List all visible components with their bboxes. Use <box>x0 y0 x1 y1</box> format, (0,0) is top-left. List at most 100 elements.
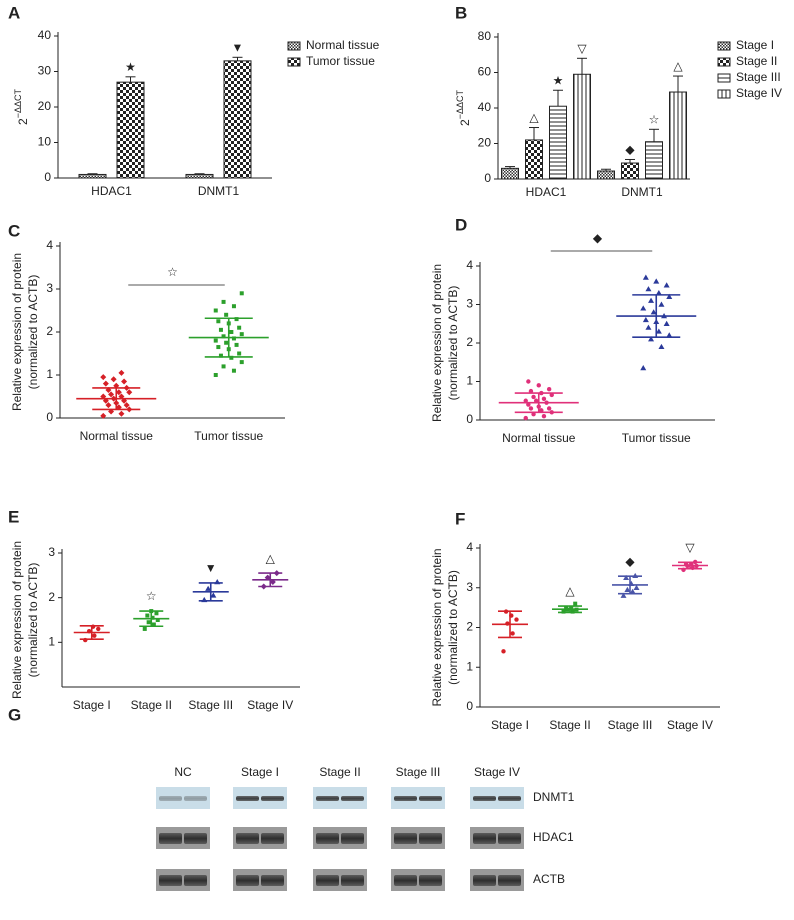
data-point <box>528 406 534 411</box>
blot-strip <box>470 787 524 809</box>
blot-column-label: Stage II <box>319 765 360 779</box>
y-tick-label: 1 <box>48 635 55 649</box>
y-tick-label: 80 <box>478 29 492 43</box>
data-point <box>154 611 159 616</box>
data-point <box>629 588 636 594</box>
y-tick-label: 1 <box>466 659 473 673</box>
blot-band <box>498 833 521 844</box>
data-point <box>541 396 547 402</box>
data-point <box>514 617 519 622</box>
data-point <box>229 355 234 360</box>
legend-swatch <box>717 57 731 67</box>
data-point <box>528 388 534 394</box>
blot-band <box>184 875 207 886</box>
data-point <box>100 412 107 419</box>
legend-swatch <box>287 57 301 67</box>
data-point <box>92 633 97 638</box>
panel-label: A <box>8 3 20 22</box>
significance-marker: ☆ <box>649 112 660 126</box>
blot-band <box>419 833 442 844</box>
x-tick-label: Stage I <box>491 718 529 732</box>
data-point <box>205 585 212 591</box>
data-point <box>620 592 627 598</box>
y-axis-label: Relative expression of protein <box>430 548 444 706</box>
blot-band <box>159 875 182 886</box>
blot-strip <box>391 787 445 809</box>
y-tick-label: 1 <box>466 374 473 388</box>
data-point <box>118 410 125 417</box>
legend-swatch <box>287 41 301 51</box>
data-point <box>221 364 226 369</box>
x-tick-label: Tumor tissue <box>622 431 691 445</box>
blot-band <box>316 833 339 844</box>
data-point <box>648 336 655 342</box>
data-point <box>658 301 665 307</box>
significance-marker: ☆ <box>167 265 178 279</box>
blot-band <box>473 796 496 801</box>
y-tick-label: 0 <box>44 170 51 184</box>
data-point <box>624 586 631 592</box>
data-point <box>642 274 649 280</box>
data-point <box>640 305 647 311</box>
blot-band <box>341 875 364 886</box>
blot-band <box>341 833 364 844</box>
panel-label: B <box>455 3 467 22</box>
significance-marker: ☆ <box>146 589 157 603</box>
data-point <box>146 620 151 625</box>
y-tick-label: 20 <box>38 99 52 113</box>
data-point <box>648 297 655 303</box>
y-tick-label: 3 <box>466 580 473 594</box>
significance-marker: △ <box>529 111 539 125</box>
y-axis-label-base: 2 <box>16 118 30 125</box>
x-tick-label: Stage III <box>188 698 233 712</box>
data-point <box>546 406 552 411</box>
data-point <box>237 325 242 330</box>
data-point <box>650 309 657 315</box>
blot-row-label: HDAC1 <box>533 830 574 844</box>
y-tick-label: 2 <box>466 335 473 349</box>
data-point <box>102 380 109 387</box>
y-axis-label: (normalized to ACTB) <box>26 563 40 678</box>
data-point <box>569 605 574 610</box>
data-point <box>531 412 536 417</box>
y-tick-label: 0 <box>466 412 473 426</box>
blot-band <box>341 796 364 801</box>
bar <box>573 73 591 180</box>
y-axis-label-base: 2 <box>458 119 472 126</box>
blot-band <box>261 796 284 801</box>
data-point <box>658 343 665 350</box>
data-point <box>145 613 150 618</box>
data-point <box>564 605 569 610</box>
y-axis-label: (normalized to ACTB) <box>26 275 40 390</box>
data-point <box>623 574 630 581</box>
bar <box>621 162 639 180</box>
significance-marker: ◆ <box>625 143 635 157</box>
blot-strip <box>233 787 287 809</box>
y-tick-label: 0 <box>46 410 53 424</box>
blot-band <box>394 875 417 886</box>
significance-marker: ▼ <box>232 40 244 54</box>
data-point <box>218 353 223 358</box>
legend-swatch <box>717 73 731 83</box>
data-point <box>239 332 244 337</box>
data-point <box>655 328 662 334</box>
data-point <box>115 389 122 396</box>
x-tick-label: Stage II <box>131 698 172 712</box>
blot-band <box>419 875 442 886</box>
data-point <box>105 402 112 409</box>
x-tick-label: Stage I <box>73 698 111 712</box>
y-tick-label: 10 <box>38 135 52 149</box>
bar <box>185 173 214 179</box>
legend-label: Normal tissue <box>306 38 380 52</box>
data-point <box>633 584 640 590</box>
bar <box>116 81 145 179</box>
data-point <box>224 340 229 345</box>
legend-swatch <box>717 41 731 51</box>
data-point <box>231 336 236 341</box>
legend-label: Stage III <box>736 70 781 84</box>
panel-label: E <box>8 507 19 526</box>
data-point <box>221 299 226 304</box>
significance-marker: ★ <box>553 73 564 87</box>
y-axis-label: 2−ΔΔCT <box>13 89 30 125</box>
data-point <box>663 320 670 326</box>
